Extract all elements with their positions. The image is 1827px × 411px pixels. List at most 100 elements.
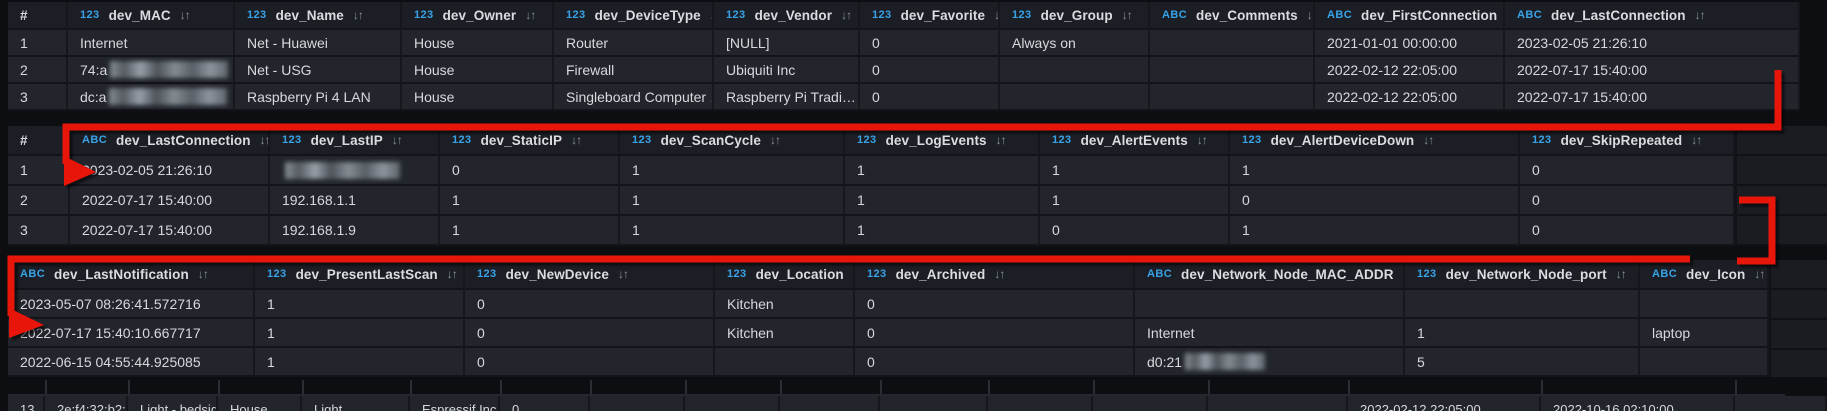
column-header-dev-lastnotification[interactable]: ABC dev_LastNotification ↓↑ [8,260,255,290]
column-header-dev-network-node-port[interactable]: 123 dev_Network_Node_port ↓↑ [1405,260,1640,290]
table-row: 3 dc:a Raspberry Pi 4 LAN House Singleboard … [8,84,1800,111]
table-cell: d0:21 [1135,348,1405,377]
table-header-row: #123 dev_MAC ↓↑ 123 dev_Name ↓↑ 123 dev_Owner ↓↑… [8,2,1800,30]
column-header-dev-favorite[interactable]: 123 dev_Favorite ↓↑ [860,2,1000,30]
table-cell [685,396,780,411]
table-cell: Kitchen [715,290,855,319]
column-header-dev-alertevents[interactable]: 123 dev_AlertEvents ↓↑ [1040,126,1230,156]
table-cell: Raspberry Pi Tradi… [714,84,860,111]
cell-text: 74:a [80,61,108,78]
sort-icon[interactable]: ↓↑ [841,8,852,22]
column-label: dev_Network_Node_port [1445,266,1607,282]
table-cell: 74:a [68,57,235,84]
sort-icon[interactable]: ↓↑ [446,267,458,281]
column-header-dev-lastip[interactable]: 123 dev_LastIP ↓↑ [270,126,440,156]
partial-table-top-border [8,394,1785,396]
column-header-dev-presentlastscan[interactable]: 123 dev_PresentLastScan ↓↑ [255,260,465,290]
column-header-dev-scancycle[interactable]: 123 dev_ScanCycle ↓↑ [620,126,845,156]
field-type-number-icon: 123 [247,9,267,21]
table-cell: 1 [620,186,845,216]
sort-icon[interactable]: ↓↑ [1121,8,1133,22]
column-label: dev_LastIP [310,132,383,148]
column-header-dev-newdevice[interactable]: 123 dev_NewDevice ↓↑ [465,260,715,290]
table-cell: 1 [1230,156,1520,186]
table-cell: 0 [465,290,715,319]
table-cell: 2022-07-17 15:40:00 [70,216,270,246]
field-type-number-icon: 123 [282,134,302,146]
sort-icon[interactable]: ↓↑ [352,8,364,22]
column-header-dev-logevents[interactable]: 123 dev_LogEvents ↓↑ [845,126,1040,156]
table-cell: 0 [500,396,590,411]
column-header-dev-vendor[interactable]: 123 dev_Vendor ↓↑ [714,2,860,30]
sort-icon[interactable]: ↓↑ [617,267,629,281]
table-cell: House [402,57,554,84]
column-header-dev-archived[interactable]: 123 dev_Archived ↓↑ [855,260,1135,290]
column-header-dev-owner[interactable]: 123 dev_Owner ↓↑ [402,2,554,30]
column-header-dev-mac[interactable]: 123 dev_MAC ↓↑ [68,2,235,30]
table-cell: 2022-10-16 02:10:00 [1541,396,1735,411]
sort-icon[interactable]: ↓↑ [1306,8,1313,22]
table-cell: 0 [860,84,1000,111]
field-type-string-icon: ABC [82,134,108,146]
table-panel-devices-notifications: ABC dev_LastNotification ↓↑ 123 dev_PresentL… [8,260,1769,377]
table-cell: 0 [1520,216,1735,246]
table-cell: Always on [1000,30,1150,57]
table-cell: Light [302,396,410,411]
sort-icon[interactable]: ↓↑ [571,133,582,147]
column-header-dev-staticip[interactable]: 123 dev_StaticIP ↓↑ [440,126,620,156]
table-cell [270,156,440,186]
table-cell: 2023-02-05 21:26:10 [1505,30,1800,57]
table-row: 2 74:a Net - USG House Firewall Ubiquiti Inc 0… [8,57,1800,84]
sort-icon[interactable]: ↓↑ [994,267,1005,281]
table-cell: laptop [1640,319,1769,348]
column-divider-tick [988,380,990,394]
table-cell [780,396,880,411]
column-header-dev-devicetype[interactable]: 123 dev_DeviceType ↓↑ [554,2,714,30]
table-cell: 2023-05-07 08:26:41.572716 [8,290,255,319]
redaction-blur [110,61,229,78]
column-divider-tick [1541,380,1543,394]
table-cell: Internet [68,30,235,57]
sort-icon[interactable]: ↓↑ [994,8,1000,22]
sort-icon[interactable]: ↓↑ [995,133,1007,147]
sort-icon[interactable]: ↓↑ [1196,133,1208,147]
column-header-dev-lastconnection[interactable]: ABC dev_LastConnection ↓↑ [1505,2,1800,30]
sort-icon[interactable]: ↓↑ [197,267,209,281]
sort-icon[interactable]: ↓↑ [179,8,191,22]
table-cell: Router [554,30,714,57]
column-header-dev-name[interactable]: 123 dev_Name ↓↑ [235,2,402,30]
column-header-dev-icon[interactable]: ABC dev_Icon ↓↑ [1640,260,1769,290]
column-header-dev-group[interactable]: 123 dev_Group ↓↑ [1000,2,1150,30]
sort-icon[interactable]: ↓↑ [769,133,781,147]
table-cell: Firewall [554,57,714,84]
column-header-dev-alertdevicedown[interactable]: 123 dev_AlertDeviceDown ↓↑ [1230,126,1520,156]
table-cell: House [218,396,302,411]
sort-icon[interactable]: ↓↑ [259,133,270,147]
field-type-number-icon: 123 [727,268,747,280]
column-header-dev-comments[interactable]: ABC dev_Comments ↓↑ [1150,2,1315,30]
field-type-number-icon: 123 [726,9,746,21]
column-divider-tick [590,380,592,394]
table-cell [1735,396,1827,411]
sort-icon[interactable]: ↓↑ [1615,267,1627,281]
table-row: 3 2022-07-17 15:40:00 192.168.1.9 1 1 1 0 1 0 [8,216,1735,246]
table-cell: 1 [1405,319,1640,348]
table-header-row: # ABC dev_LastConnection ↓↑ 123 dev_LastIP ↓↑ 1… [8,126,1735,156]
sort-icon[interactable]: ↓↑ [1754,267,1765,281]
sort-icon[interactable]: ↓↑ [710,8,712,22]
table-cell [1640,348,1769,377]
column-label: dev_Vendor [754,7,833,23]
sort-icon[interactable]: ↓↑ [1694,8,1706,22]
sort-icon[interactable]: ↓↑ [391,133,403,147]
sort-icon[interactable]: ↓↑ [1691,133,1702,147]
sort-icon[interactable]: ↓↑ [525,8,536,22]
sort-icon[interactable]: ↓↑ [1423,133,1434,147]
column-label: dev_ScanCycle [660,132,761,148]
column-header-dev-skiprepeated[interactable]: 123 dev_SkipRepeated ↓↑ [1520,126,1735,156]
column-header-dev-lastconnection[interactable]: ABC dev_LastConnection ↓↑ [70,126,270,156]
column-label: dev_AlertDeviceDown [1270,132,1415,148]
